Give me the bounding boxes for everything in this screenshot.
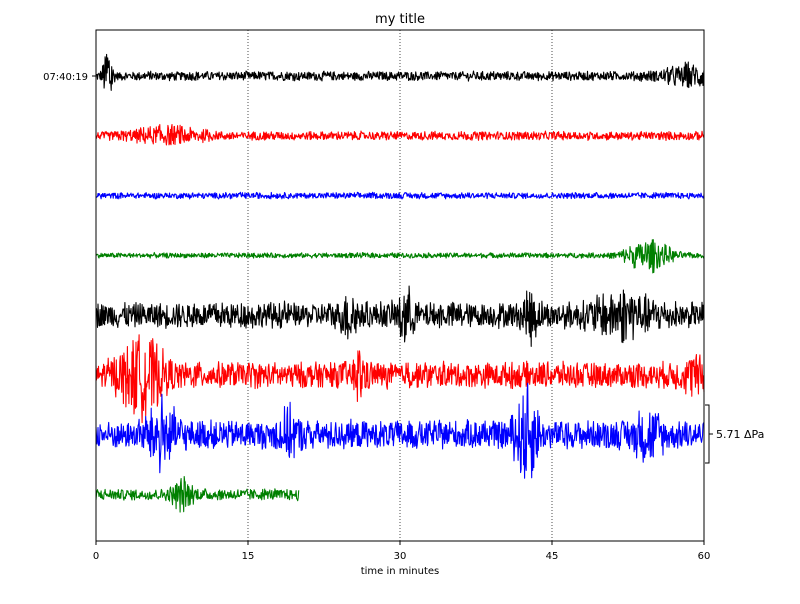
x-tick-label-0: 0 bbox=[93, 551, 99, 562]
trace-7 bbox=[95, 382, 705, 479]
chart-title: my title bbox=[375, 12, 425, 27]
y-axis-ticks: 07:40:19 bbox=[43, 72, 96, 83]
trace-8 bbox=[95, 475, 300, 513]
trace-2 bbox=[95, 123, 705, 146]
x-tick-label-60: 60 bbox=[698, 551, 711, 562]
x-tick-label-30: 30 bbox=[394, 551, 407, 562]
x-axis-label: time in minutes bbox=[361, 566, 440, 577]
trace-1 bbox=[95, 53, 705, 91]
trace-5 bbox=[95, 285, 705, 347]
scale-bar-group: 5.71 ΔPa bbox=[705, 404, 764, 464]
scale-bar-label: 5.71 ΔPa bbox=[716, 428, 764, 441]
trace-6 bbox=[95, 334, 705, 424]
x-tick-label-15: 15 bbox=[242, 551, 255, 562]
x-tick-label-45: 45 bbox=[546, 551, 559, 562]
x-axis-ticks: 0 15 30 45 60 bbox=[93, 541, 711, 562]
trace-4 bbox=[95, 239, 705, 274]
trace-3 bbox=[95, 191, 705, 200]
gridlines bbox=[247, 30, 553, 541]
y-tick-label-1: 07:40:19 bbox=[43, 72, 88, 83]
traces bbox=[95, 53, 705, 513]
